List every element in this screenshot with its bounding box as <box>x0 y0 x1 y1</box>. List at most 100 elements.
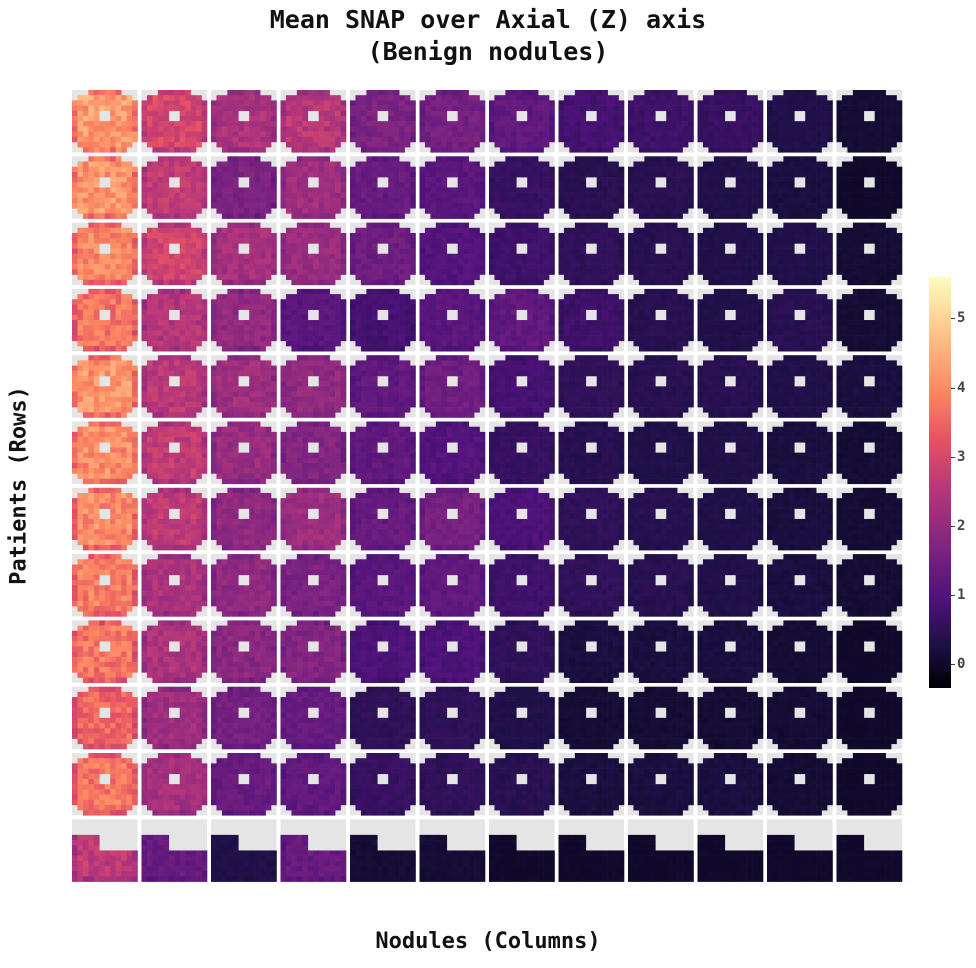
heatmap-tile <box>419 753 486 816</box>
heatmap-tile <box>280 554 347 617</box>
heatmap-tile <box>280 819 347 882</box>
heatmap-tile <box>767 620 833 683</box>
colorbar-tick-label: 3 <box>957 448 966 465</box>
heatmap-tile <box>836 222 903 286</box>
heatmap-tile <box>280 753 347 816</box>
heatmap-tile <box>350 487 416 551</box>
heatmap-tile <box>72 554 138 617</box>
heatmap-tile <box>141 819 208 882</box>
heatmap-tile <box>141 90 208 153</box>
heatmap-tile <box>419 487 486 551</box>
heatmap-tile <box>767 554 833 617</box>
heatmap-tile <box>697 686 764 750</box>
heatmap-tile <box>280 222 347 286</box>
heatmap-tile <box>767 487 833 551</box>
heatmap-tile <box>558 686 625 750</box>
heatmap-tile <box>141 620 208 683</box>
heatmap-tile <box>419 156 486 219</box>
heatmap-tile <box>836 355 903 418</box>
heatmap-tile <box>628 156 694 219</box>
heatmap-tile <box>767 222 833 286</box>
heatmap-tile <box>211 554 277 617</box>
heatmap-tile <box>350 421 416 485</box>
heatmap-tile <box>211 487 277 551</box>
heatmap-tile <box>489 156 555 219</box>
heatmap-tile <box>419 222 486 286</box>
heatmap-tile <box>628 355 694 418</box>
heatmap-tile <box>628 222 694 286</box>
heatmap-tile <box>72 487 138 551</box>
heatmap-tile <box>350 355 416 418</box>
heatmap-tile <box>767 288 833 352</box>
heatmap-tile <box>419 819 486 882</box>
heatmap-tile <box>350 819 416 882</box>
heatmap-tile <box>72 819 138 882</box>
heatmap-tile <box>836 421 903 485</box>
heatmap-tile <box>350 222 416 286</box>
heatmap-tile <box>72 355 138 418</box>
heatmap-tile <box>558 288 625 352</box>
heatmap-tile <box>72 421 138 485</box>
heatmap-tile <box>628 487 694 551</box>
heatmap-tile <box>141 554 208 617</box>
colorbar-tick-label: 1 <box>957 586 966 603</box>
heatmap-tile <box>697 421 764 485</box>
heatmap-tile <box>836 819 903 882</box>
heatmap-tile <box>419 90 486 153</box>
heatmap-tile <box>211 90 277 153</box>
heatmap-tile <box>211 288 277 352</box>
heatmap-tile <box>489 686 555 750</box>
heatmap-tile <box>767 355 833 418</box>
heatmap-tile <box>211 686 277 750</box>
heatmap-tile <box>350 554 416 617</box>
heatmap-tile <box>628 421 694 485</box>
heatmap-tile <box>141 355 208 418</box>
heatmap-tile <box>697 355 764 418</box>
colorbar-tick-mark <box>951 456 955 458</box>
heatmap-tile <box>141 753 208 816</box>
heatmap-tile <box>211 222 277 286</box>
heatmap-tile <box>558 222 625 286</box>
chart-title-line2: (Benign nodules) <box>367 37 609 66</box>
heatmap-tile <box>489 90 555 153</box>
chart-title-line1: Mean SNAP over Axial (Z) axis <box>269 5 707 34</box>
heatmap-tile <box>419 355 486 418</box>
colorbar-tick-mark <box>951 318 955 320</box>
heatmap-tile <box>280 288 347 352</box>
heatmap-tile <box>141 156 208 219</box>
heatmap-tile <box>558 90 625 153</box>
heatmap-tile <box>350 156 416 219</box>
heatmap-tile <box>767 90 833 153</box>
colorbar <box>929 277 951 688</box>
heatmap-tile <box>836 554 903 617</box>
heatmap-tile <box>558 554 625 617</box>
heatmap-tile <box>489 222 555 286</box>
heatmap-tile <box>211 819 277 882</box>
colorbar-tick-mark <box>951 594 955 596</box>
heatmap-tile <box>628 686 694 750</box>
heatmap-tile <box>419 686 486 750</box>
heatmap-tile <box>558 156 625 219</box>
heatmap-tile <box>350 288 416 352</box>
colorbar-tick-mark <box>951 387 955 389</box>
heatmap-tile <box>697 554 764 617</box>
heatmap-tile <box>836 620 903 683</box>
heatmap-tile <box>419 554 486 617</box>
heatmap-tile <box>767 686 833 750</box>
heatmap-tile <box>141 487 208 551</box>
heatmap-tile <box>628 753 694 816</box>
heatmap-tile <box>489 554 555 617</box>
heatmap-tile <box>141 288 208 352</box>
heatmap-tile <box>211 753 277 816</box>
heatmap-tile <box>280 156 347 219</box>
heatmap-tile <box>836 686 903 750</box>
heatmap-tile <box>489 620 555 683</box>
heatmap-tile <box>558 355 625 418</box>
heatmap-tile <box>489 819 555 882</box>
heatmap-tile <box>489 355 555 418</box>
heatmap-tile <box>419 620 486 683</box>
colorbar-tick-label: 0 <box>957 655 966 672</box>
heatmap-tile <box>697 819 764 882</box>
heatmap-tile <box>141 222 208 286</box>
heatmap-tile <box>767 819 833 882</box>
